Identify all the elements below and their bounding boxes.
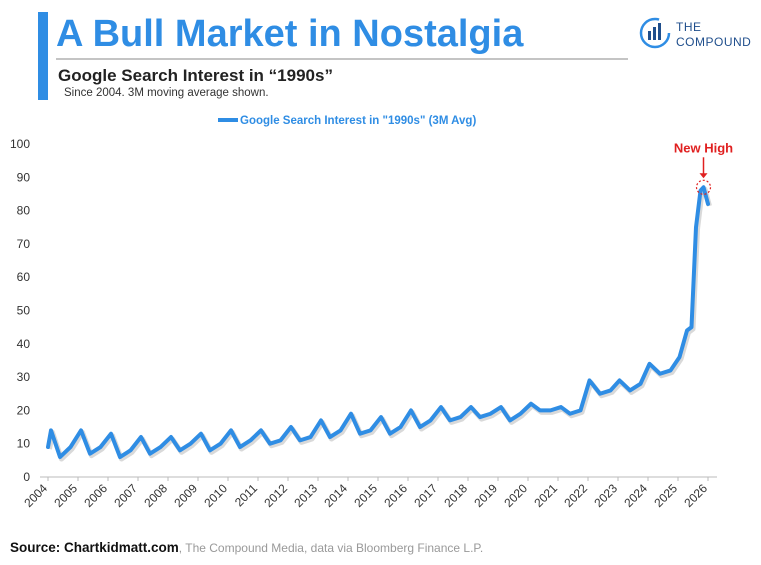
y-tick-label: 90 <box>17 170 31 184</box>
x-tick-label: 2005 <box>51 481 80 510</box>
x-tick-label: 2016 <box>381 481 410 510</box>
y-tick-label: 30 <box>17 370 31 384</box>
highlight-circle <box>695 179 712 195</box>
chart-title: A Bull Market in Nostalgia <box>56 13 524 55</box>
x-tick-label: 2026 <box>681 481 710 510</box>
legend-label: Google Search Interest in "1990s" (3M Av… <box>240 115 476 127</box>
y-tick-label: 50 <box>17 304 31 318</box>
annotation-arrowhead <box>699 173 708 179</box>
y-tick-label: 20 <box>17 403 31 417</box>
title-bar <box>38 12 48 100</box>
x-tick-label: 2006 <box>81 481 110 510</box>
source-rest: , The Compound Media, data via Bloomberg… <box>179 541 483 555</box>
x-tick-label: 2025 <box>651 481 680 510</box>
x-tick-label: 2024 <box>621 481 650 510</box>
logo-text: COMPOUND <box>676 35 751 49</box>
x-tick-label: 2008 <box>141 481 170 510</box>
chart-subtitle: Google Search Interest in “1990s” <box>58 66 333 85</box>
data-line <box>46 185 710 460</box>
logo-bar <box>648 31 651 40</box>
y-tick-label: 100 <box>10 137 30 151</box>
y-tick-label: 70 <box>17 237 31 251</box>
x-tick-label: 2013 <box>291 481 320 510</box>
x-tick-label: 2023 <box>591 481 620 510</box>
x-tick-label: 2017 <box>411 481 440 510</box>
x-tick-label: 2004 <box>21 481 50 510</box>
x-tick-label: 2010 <box>201 481 230 510</box>
x-tick-label: 2012 <box>261 481 290 510</box>
x-tick-label: 2020 <box>501 481 530 510</box>
x-tick-label: 2018 <box>441 481 470 510</box>
y-tick-label: 0 <box>23 470 30 484</box>
chart-note: Since 2004. 3M moving average shown. <box>64 87 269 99</box>
source-main: Source: Chartkidmatt.com <box>10 540 179 555</box>
y-tick-label: 10 <box>17 437 31 451</box>
x-tick-label: 2009 <box>171 481 200 510</box>
x-tick-label: 2011 <box>232 481 260 509</box>
logo-bar <box>653 27 656 40</box>
y-tick-label: 40 <box>17 337 31 351</box>
annotation: New High <box>674 140 733 155</box>
source: Source: Chartkidmatt.com, The Compound M… <box>10 540 483 555</box>
x-tick-label: 2021 <box>531 481 560 510</box>
logo-bar <box>658 23 661 40</box>
y-tick-label: 60 <box>17 270 31 284</box>
x-tick-label: 2007 <box>111 481 140 510</box>
x-tick-label: 2014 <box>321 481 350 510</box>
logo-ring <box>639 17 671 49</box>
x-tick-label: 2019 <box>471 481 500 510</box>
logo: THE COMPOUND <box>639 17 751 49</box>
x-tick-label: 2015 <box>351 481 380 510</box>
x-tick-label: 2022 <box>561 481 590 510</box>
logo-text: THE <box>676 20 702 34</box>
y-tick-label: 80 <box>17 204 31 218</box>
